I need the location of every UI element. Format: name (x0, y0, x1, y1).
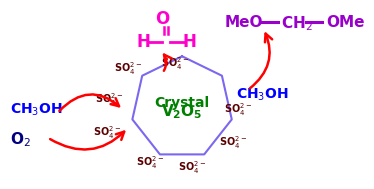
Text: CH$_2$: CH$_2$ (281, 15, 313, 33)
Text: $\bf{H}$: $\bf{H}$ (182, 33, 196, 51)
Text: SO$_4^{2-}$: SO$_4^{2-}$ (178, 159, 206, 176)
Text: Crystal: Crystal (154, 96, 209, 110)
Text: $\bf{O}$: $\bf{O}$ (155, 10, 170, 28)
Text: O$_2$: O$_2$ (10, 130, 31, 149)
Text: SO$_4^{2-}$: SO$_4^{2-}$ (224, 101, 252, 118)
Text: MeO: MeO (224, 15, 263, 30)
Text: SO$_4^{2-}$: SO$_4^{2-}$ (95, 91, 123, 108)
Text: CH$_3$OH: CH$_3$OH (10, 102, 63, 118)
Text: CH$_3$OH: CH$_3$OH (236, 87, 289, 103)
Text: SO$_4^{2-}$: SO$_4^{2-}$ (161, 55, 189, 72)
Text: OMe: OMe (326, 15, 365, 30)
Text: $\bf{V_2O_5}$: $\bf{V_2O_5}$ (161, 102, 203, 121)
Text: SO$_4^{2-}$: SO$_4^{2-}$ (114, 60, 142, 77)
Text: $\bf{H}$: $\bf{H}$ (136, 33, 150, 51)
Text: SO$_4^{2-}$: SO$_4^{2-}$ (219, 134, 247, 151)
Text: SO$_4^{2-}$: SO$_4^{2-}$ (92, 124, 120, 141)
Text: SO$_4^{2-}$: SO$_4^{2-}$ (136, 154, 164, 171)
